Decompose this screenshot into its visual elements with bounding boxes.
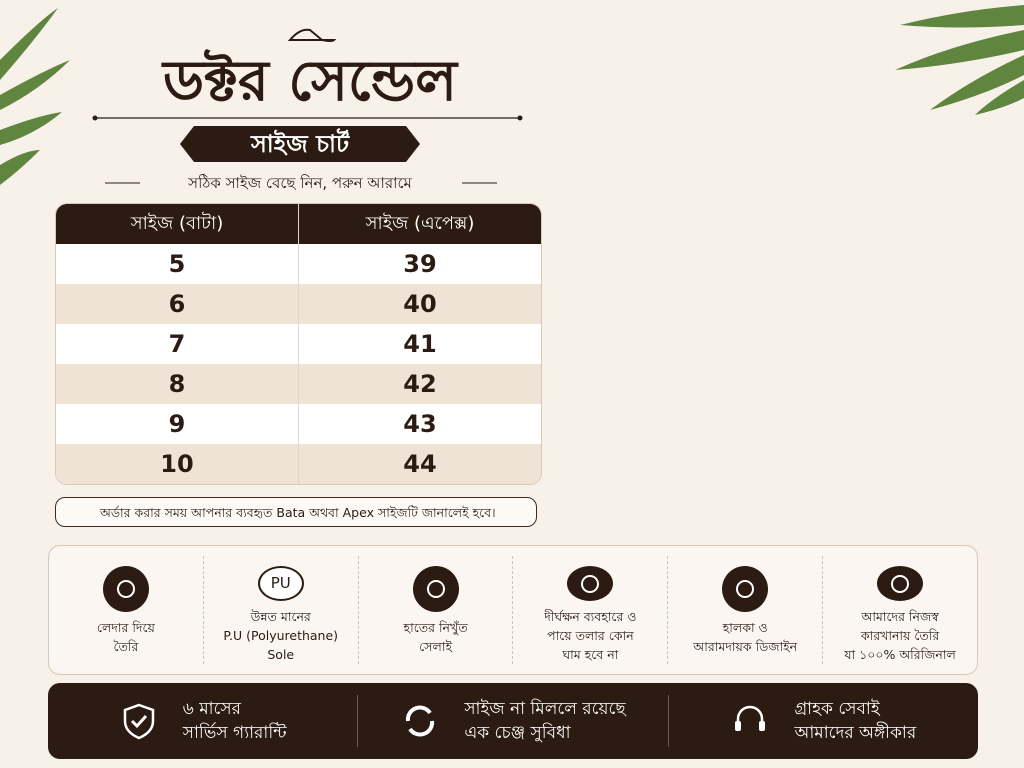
guarantee-line: গ্রাহক সেবাই	[794, 699, 880, 719]
guarantee-text: ৬ মাসের সার্ভিস গ্যারান্টি	[183, 697, 287, 745]
note: অর্ডার করার সময় আপনার ব্যবহৃত Bata অথবা…	[55, 497, 537, 527]
table-cell: 10	[56, 444, 299, 484]
guarantee: ৬ মাসের সার্ভিস গ্যারান্টি	[48, 695, 359, 747]
feature-text: সেলাই	[419, 639, 452, 654]
guarantee-icon	[406, 705, 435, 737]
feature-text: যা ১০০% অরিজিনাল	[844, 647, 956, 662]
guarantee-line: এক চেঞ্জ সুবিধা	[464, 723, 571, 743]
title: ডক্টর সেন্ডেল	[163, 49, 457, 114]
feature: দীর্ঘক্ষন ব্যবহারে ও পায়ে তলার কোন ঘাম হব…	[513, 556, 669, 664]
size-table: সাইজ (বাটা) সাইজ (এপেক্স) 5 39 6 40 7 41 8 42 9 43 1…	[55, 203, 542, 485]
table-cell: 39	[403, 250, 437, 278]
guarantee: গ্রাহক সেবাই আমাদের অঙ্গীকার	[669, 695, 978, 747]
icon	[426, 580, 445, 598]
table-cell: 42	[403, 370, 437, 398]
feature-text: হালকা ও	[722, 620, 768, 635]
guarantee-line: ৬ মাসের	[182, 699, 241, 719]
table-cell: 41	[403, 330, 437, 358]
feature-text: হাতের নিখুঁত	[403, 620, 468, 635]
icon	[581, 574, 600, 593]
feature-text: P.U (Polyurethane)	[223, 628, 339, 643]
table-row: 5 39	[56, 244, 541, 284]
guarantee-line: সাইজ না মিললে রয়েছে	[464, 699, 626, 719]
guarantee-line: সার্ভিস গ্যারান্টি	[182, 723, 287, 743]
feature-text: তৈরি	[113, 639, 139, 654]
feature-icon	[567, 566, 614, 601]
guarantee-text: সাইজ না মিললে রয়েছে এক চেঞ্জ সুবিধা	[464, 697, 625, 745]
guarantee: সাইজ না মিললে রয়েছে এক চেঞ্জ সুবিধা	[358, 695, 669, 747]
feature-text: কারখানায় তৈরি	[860, 628, 940, 643]
feature-text: পায়ে তলার কোন	[547, 628, 634, 643]
table-row: 7 41	[56, 324, 541, 364]
table-row: 8 42	[56, 364, 541, 404]
table-cell: 8	[56, 364, 299, 404]
guarantee-text: গ্রাহক সেবাই আমাদের অঙ্গীকার	[794, 697, 916, 745]
feature-icon	[412, 566, 459, 612]
table-cell: 43	[403, 410, 437, 438]
feature-icon	[877, 566, 924, 601]
feature: লেদার দিয়ে তৈরি	[49, 556, 204, 664]
guarantee-icon	[735, 705, 766, 731]
feature-text: উন্নত মানের	[250, 609, 311, 624]
guarantee-line: আমাদের অঙ্গীকার	[794, 723, 917, 743]
feature: হালকা ও আরামদায়ক ডিজাইন	[668, 556, 824, 664]
icon	[116, 580, 135, 598]
feature-text: ঘাম হবে না	[562, 647, 619, 662]
column-header: সাইজ (এপেক্স)	[365, 212, 475, 234]
guarantee-bar: ৬ মাসের সার্ভিস গ্যারান্টি সাইজ না মিললে র…	[48, 683, 978, 759]
feature-text: আরামদায়ক ডিজাইন	[693, 639, 798, 654]
table-cell: 9	[56, 404, 299, 444]
feature-text: লেদার দিয়ে	[96, 620, 155, 635]
features: লেদার দিয়ে তৈরি PU উন্নত মানের P.U (Polyure…	[48, 545, 978, 675]
feature: হাতের নিখুঁত সেলাই	[359, 556, 514, 664]
icon	[736, 580, 755, 598]
tagline: সঠিক সাইজ বেছে নিন, পরুন আরামে	[188, 174, 412, 192]
feature-text: আমাদের নিজস্ব	[861, 609, 939, 624]
badge: সাইজ চার্ট	[180, 126, 420, 162]
column-header: সাইজ (বাটা)	[56, 204, 299, 244]
table-cell: 6	[56, 284, 299, 324]
icon	[891, 574, 910, 593]
feature: PU উন্নত মানের P.U (Polyurethane) Sole	[204, 556, 359, 664]
feature-icon	[722, 566, 769, 612]
feature-text: Sole	[267, 647, 295, 662]
table-row: 6 40	[56, 284, 541, 324]
table-header: সাইজ (বাটা) সাইজ (এপেক্স)	[56, 204, 541, 244]
feature-text: দীর্ঘক্ষন ব্যবহারে ও	[544, 609, 637, 624]
feature: আমাদের নিজস্ব কারখানায় তৈরি যা ১০০% অরিজি…	[823, 556, 977, 664]
table-cell: 44	[403, 450, 437, 478]
feature-icon: PU	[257, 566, 304, 601]
table-row: 9 43	[56, 404, 541, 444]
table-cell: 7	[56, 324, 299, 364]
table-row: 10 44	[56, 444, 541, 484]
guarantee-icon	[123, 703, 154, 740]
table-cell: 40	[403, 290, 437, 318]
feature-icon	[102, 566, 149, 612]
table-cell: 5	[56, 244, 299, 284]
